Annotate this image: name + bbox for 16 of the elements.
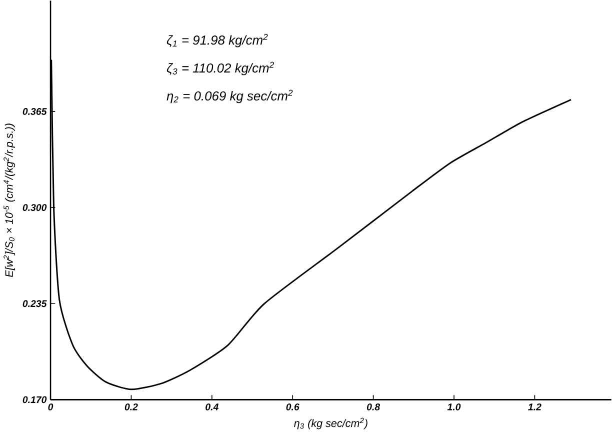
- x-tick-label: 0.2: [124, 404, 138, 410]
- y-tick-label: 0.365: [22, 108, 47, 116]
- y-tick-label: 0.235: [22, 300, 47, 308]
- x-tick-label: 0.6: [286, 404, 300, 410]
- x-axis-title: η$_{3}$ (kg sec/cm$^{2}$): [294, 418, 368, 430]
- x-tick-label: 0.4: [206, 404, 218, 410]
- y-tick-label: 0.300: [22, 204, 47, 212]
- x-tick-label: 1.2: [528, 404, 542, 410]
- text: E[w$^{2}$]/S$_{0}$ × 10$^{-5}$ (cm$^{4}$/(kg$^{2}$/r.p.s.)): [4, 124, 16, 278]
- y-tick-label: 0.170: [22, 396, 47, 404]
- annotation: ζ$_{3}$ = 110.02 kg/cm$^{2}$: [166, 62, 274, 76]
- x-tick-label: 0.8: [366, 404, 380, 410]
- x-tick-label: 0: [48, 404, 54, 410]
- x-tick-label: 1.0: [447, 404, 461, 410]
- annotation: ζ$_{1}$ = 91.98 kg/cm$^{2}$: [166, 34, 268, 48]
- annotation: η$_{2}$ = 0.069 kg sec/cm$^{2}$: [166, 90, 293, 104]
